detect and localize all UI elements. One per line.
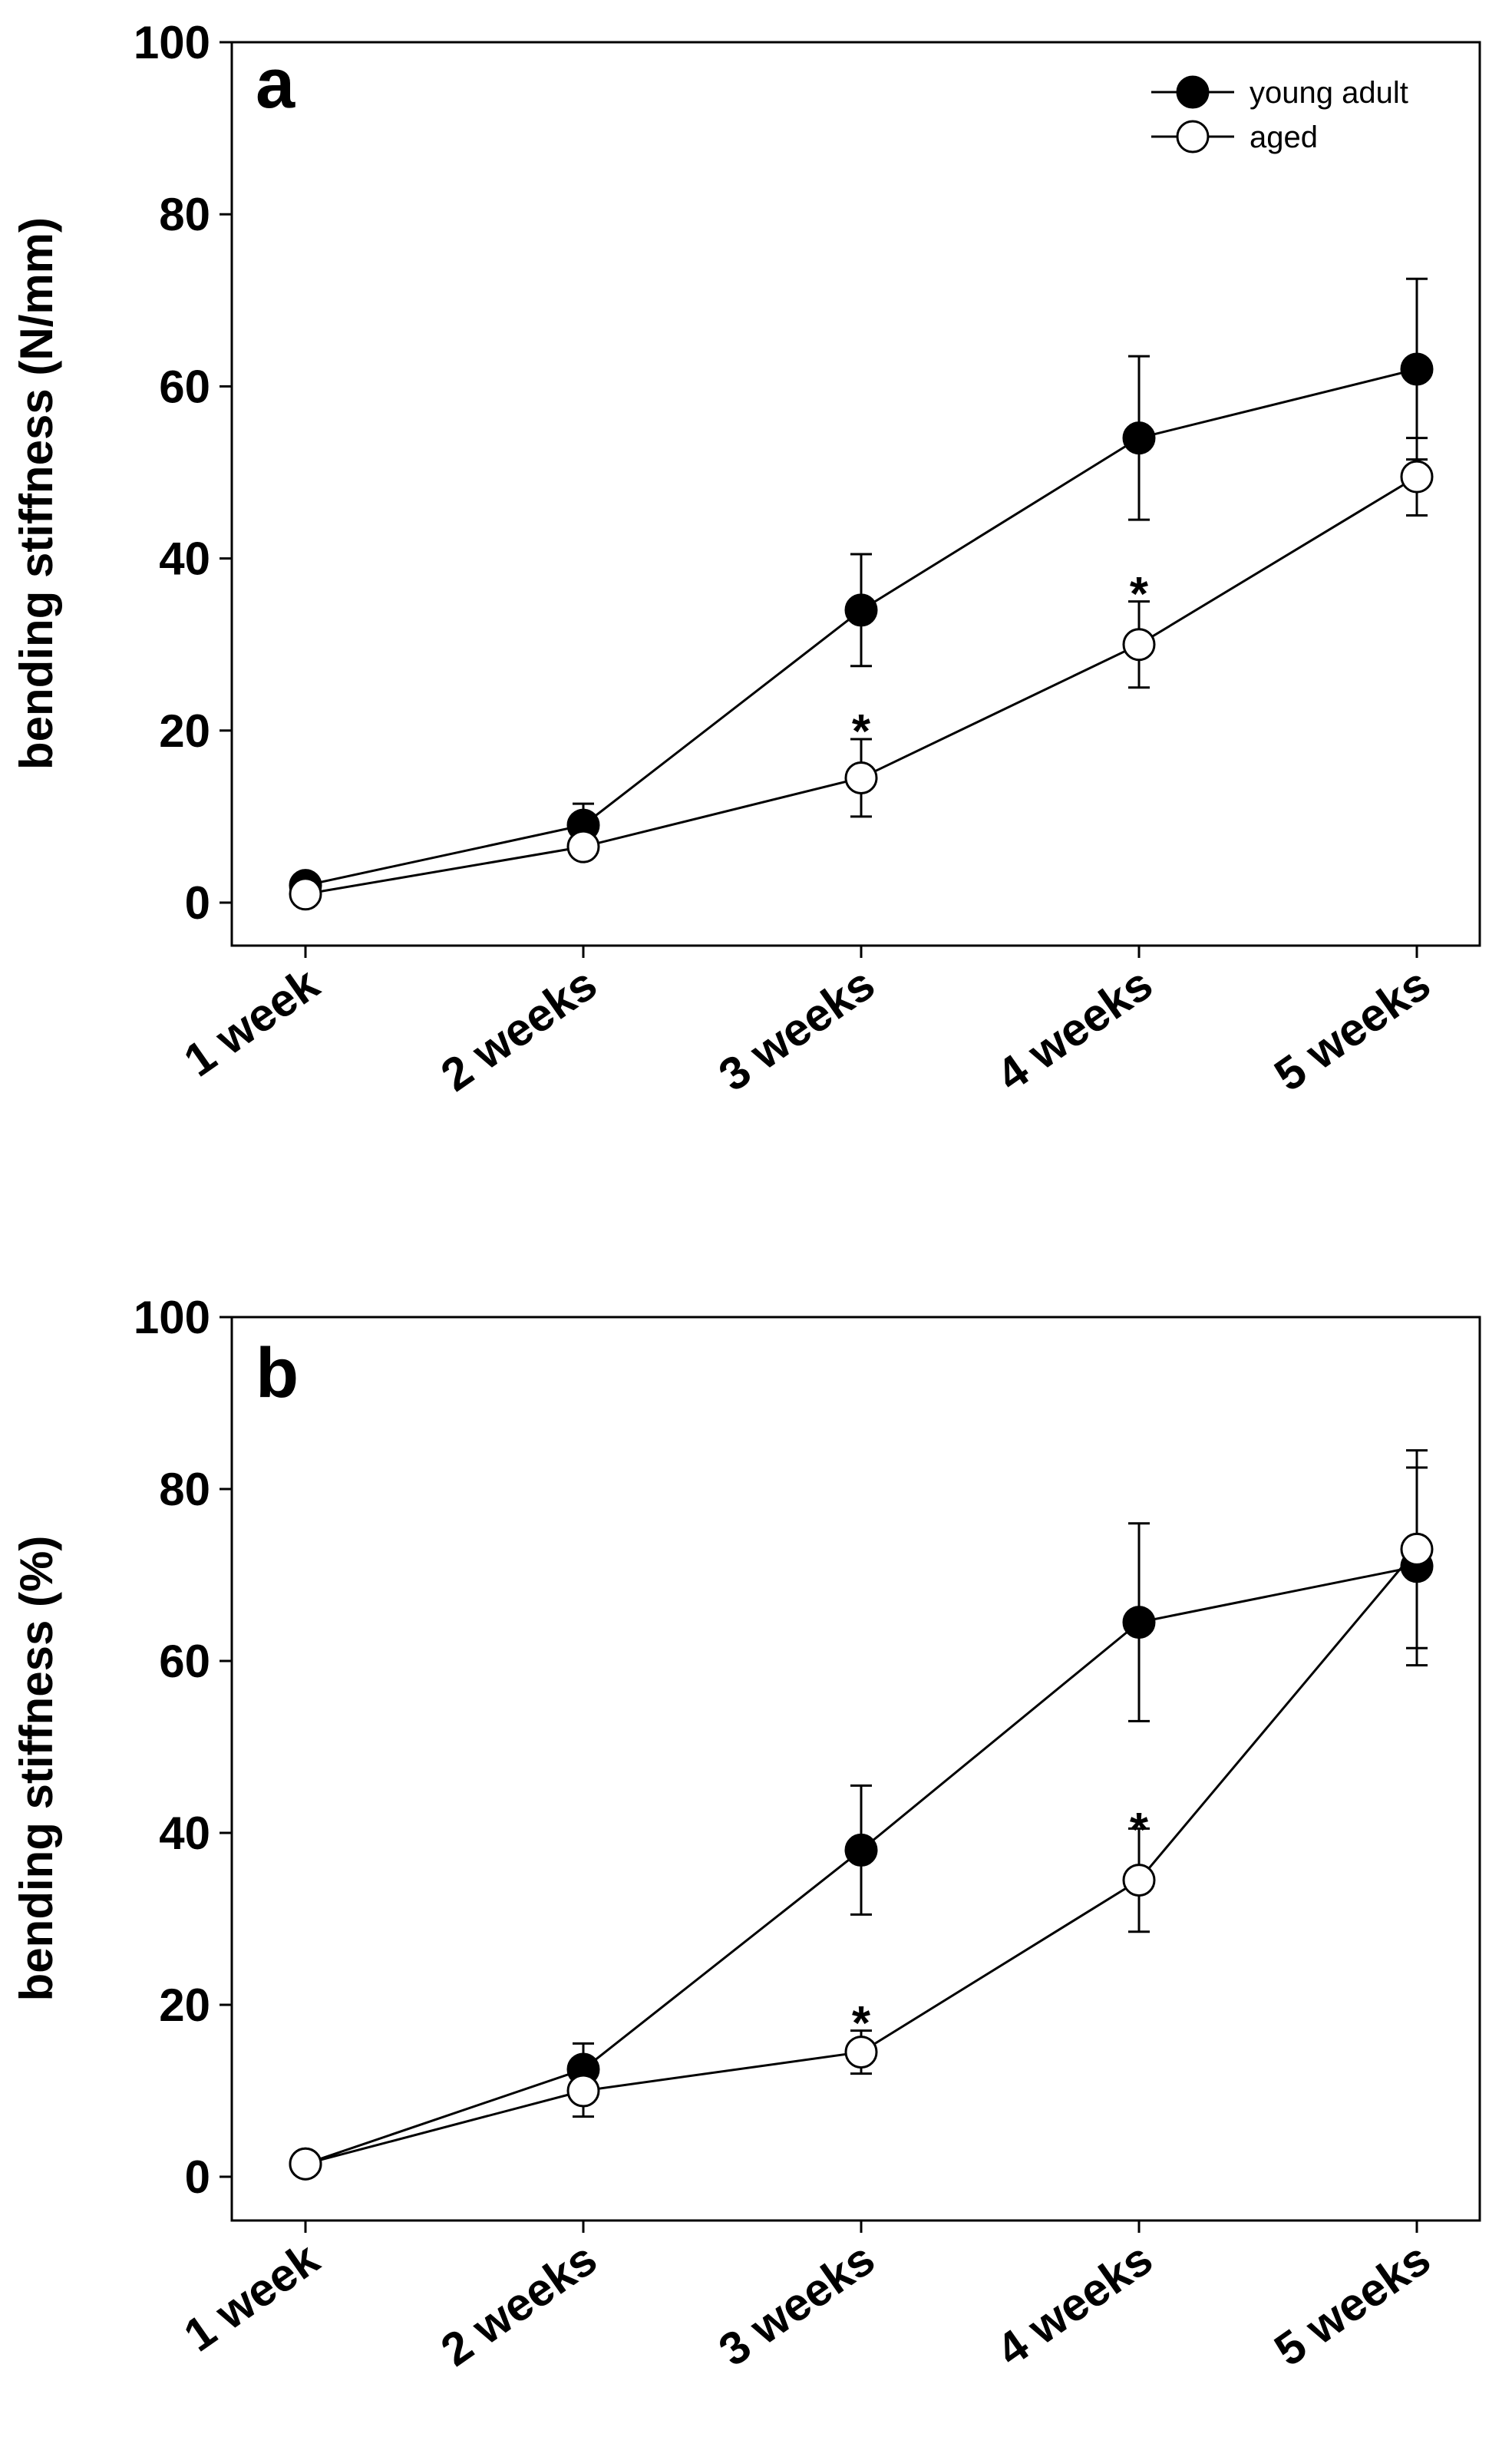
panel-letter: b [256, 1334, 299, 1412]
plot-frame [230, 41, 1481, 947]
aged-data-point [844, 761, 878, 794]
aged-data-point [289, 877, 322, 911]
legend-label: young adult [1250, 76, 1408, 110]
young-adult-data-point [1400, 352, 1434, 386]
y-tick-label: 80 [159, 1464, 210, 1515]
young-adult-data-point [844, 593, 878, 627]
aged-data-point [1122, 628, 1156, 662]
aged-data-point [844, 2036, 878, 2069]
legend-marker [1176, 75, 1210, 109]
y-axis-label: bending stiffness (%) [11, 1536, 62, 2002]
aged-data-point [289, 2147, 322, 2181]
aged-data-point [1400, 460, 1434, 494]
young-adult-data-point [844, 1833, 878, 1867]
y-tick-label: 40 [159, 1808, 210, 1859]
significance-asterisk: * [1130, 568, 1149, 621]
y-tick-label: 100 [134, 17, 210, 68]
significance-asterisk: * [852, 1997, 871, 2050]
y-tick-label: 60 [159, 1636, 210, 1687]
significance-asterisk: * [1130, 1804, 1149, 1857]
aged-data-point [566, 830, 600, 863]
significance-asterisk: * [852, 705, 871, 758]
y-axis-label: bending stiffness (N/mm) [11, 217, 62, 770]
young-adult-data-point [1122, 421, 1156, 455]
y-tick-label: 60 [159, 361, 210, 412]
young-adult-data-point [1122, 1606, 1156, 1639]
y-tick-label: 20 [159, 1979, 210, 2031]
aged-data-point [1122, 1864, 1156, 1897]
legend-marker [1176, 120, 1210, 154]
aged-data-point [1400, 1532, 1434, 1566]
plot-frame [230, 1316, 1481, 2222]
aged-data-point [566, 2074, 600, 2108]
y-tick-label: 40 [159, 533, 210, 585]
y-tick-label: 20 [159, 705, 210, 757]
y-tick-label: 0 [185, 877, 210, 929]
y-tick-label: 100 [134, 1292, 210, 1343]
legend-label: aged [1250, 121, 1318, 154]
y-tick-label: 0 [185, 2151, 210, 2203]
y-tick-label: 80 [159, 189, 210, 240]
panel-letter: a [256, 45, 295, 123]
